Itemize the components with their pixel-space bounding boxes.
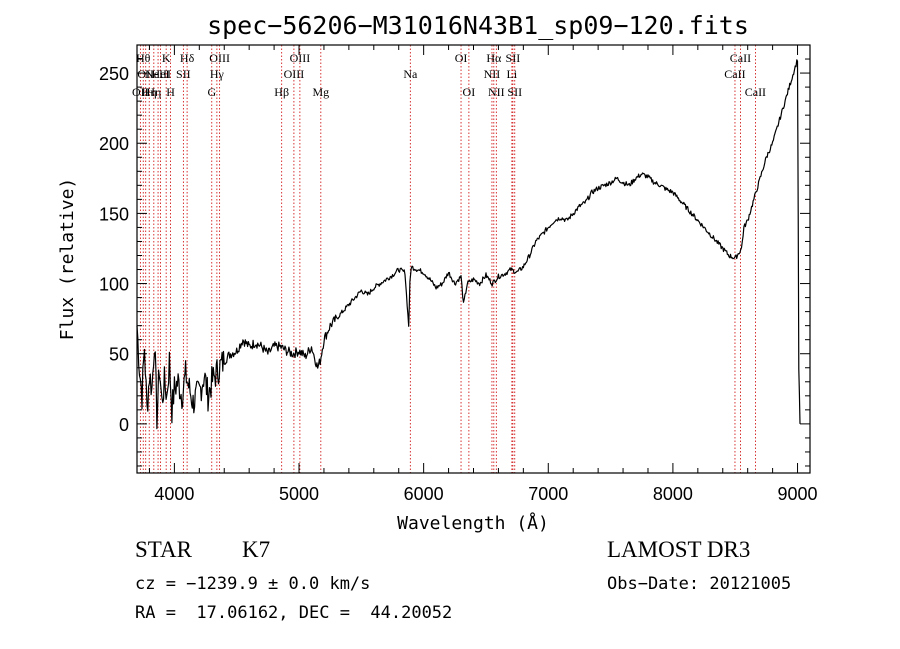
y-axis-label: Flux (relative) [57, 178, 78, 341]
emission-line-label: Hα [486, 51, 502, 65]
x-tick-label: 8000 [653, 484, 693, 504]
emission-line-label: NeIII [145, 67, 171, 81]
y-tick-label: 50 [109, 345, 129, 365]
x-tick-label: 9000 [778, 484, 818, 504]
emission-line-label: CaII [745, 85, 766, 99]
emission-line-label: G [207, 85, 216, 99]
emission-line-label: H [166, 85, 175, 99]
emission-line-label: Na [403, 67, 418, 81]
object-class: STAR [135, 537, 192, 562]
y-tick-label: 100 [99, 275, 129, 295]
y-tick-label: 250 [99, 64, 129, 84]
x-tick-label: 6000 [404, 484, 444, 504]
flux-series-line [136, 59, 801, 430]
emission-line-label: NII [484, 67, 501, 81]
chart-title: spec−56206−M31016N43B1_sp09−120.fits [207, 11, 749, 40]
y-axis: 0 50 100 150 200 250 [99, 58, 810, 467]
emission-line-label: OI [463, 85, 476, 99]
emission-line-label: OII [132, 85, 149, 99]
obs-date: Obs−Date: 20121005 [607, 574, 792, 594]
ra-dec: RA = 17.06162, DEC = 44.20052 [135, 603, 453, 623]
emission-line-labels: OIIHθOIIHηHηNeIIIHeIKHSIIHδGHγOIIIHβOIII… [132, 51, 766, 99]
emission-line-label: Mg [312, 85, 329, 99]
emission-line-label: SII [506, 51, 521, 65]
x-axis-label: Wavelength (Å) [397, 512, 549, 534]
x-tick-label: 4000 [154, 484, 194, 504]
y-tick-label: 0 [119, 415, 129, 435]
emission-line-label: Li [507, 67, 518, 81]
x-tick-label: 5000 [279, 484, 319, 504]
plot-frame [136, 44, 811, 474]
emission-line-label: OIII [209, 51, 230, 65]
x-tick-label: 7000 [528, 484, 568, 504]
emission-line-label: CaII [724, 67, 745, 81]
emission-line-label: CaII [730, 51, 751, 65]
emission-line-label: OI [455, 51, 468, 65]
emission-line-label: Hγ [210, 67, 225, 81]
emission-line-label: OIII [290, 51, 311, 65]
emission-line-label: Hθ [136, 51, 151, 65]
emission-line-label: SII [507, 85, 522, 99]
emission-line-label: Hη [142, 85, 157, 99]
emission-line-label: OIII [284, 67, 305, 81]
emission-line-label: Hβ [274, 85, 289, 99]
redshift-cz: cz = −1239.9 ± 0.0 km/s [135, 574, 371, 594]
emission-line-label: HeI [152, 67, 170, 81]
emission-line-label: K [162, 51, 171, 65]
y-tick-label: 200 [99, 134, 129, 154]
object-subclass: K7 [242, 537, 271, 562]
emission-line-label: OII [137, 67, 154, 81]
emission-line-label: Hη [146, 85, 161, 99]
x-axis: 4000 5000 6000 7000 8000 9000 [148, 45, 818, 504]
emission-lines [139, 45, 756, 473]
emission-line-label: NII [488, 85, 505, 99]
survey-name: LAMOST DR3 [607, 537, 751, 562]
emission-line-label: SII [176, 67, 191, 81]
emission-line-label: Hδ [180, 51, 195, 65]
y-tick-label: 150 [99, 204, 129, 224]
